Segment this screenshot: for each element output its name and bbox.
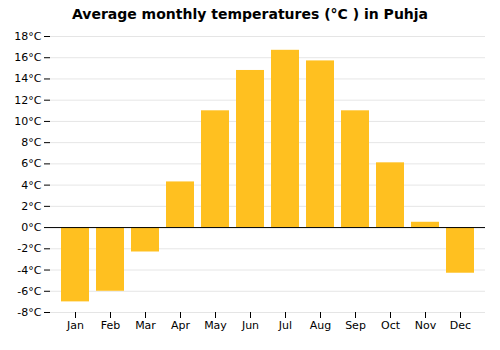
- html-text:Average monthly temperatures (: Average monthly temperatures (°C ) in Pu…: [71, 6, 429, 22]
- svg-text:Mar: Mar: [135, 319, 156, 332]
- svg-text:18°C: 18°C: [14, 30, 41, 43]
- svg-text:-4°C: -4°C: [17, 264, 41, 277]
- svg-text:Nov: Nov: [415, 319, 437, 332]
- svg-text:Sep: Sep: [345, 319, 366, 332]
- svg-text:Jun: Jun: [241, 319, 259, 332]
- svg-text:Oct: Oct: [381, 319, 401, 332]
- svg-text:10°C: 10°C: [14, 115, 41, 128]
- svg-text:Jan: Jan: [66, 319, 84, 332]
- svg-text:-8°C: -8°C: [17, 306, 41, 319]
- svg-text:14°C: 14°C: [14, 72, 41, 85]
- svg-text:Apr: Apr: [171, 319, 191, 332]
- svg-text:6°C: 6°C: [21, 157, 41, 170]
- svg-text:12°C: 12°C: [14, 94, 41, 107]
- svg-text:8°C: 8°C: [21, 136, 41, 149]
- svg-text:4°C: 4°C: [21, 179, 41, 192]
- svg-text:-2°C: -2°C: [17, 242, 41, 255]
- svg-text:0°C: 0°C: [21, 221, 41, 234]
- svg-text:2°C: 2°C: [21, 200, 41, 213]
- svg-text:Aug: Aug: [310, 319, 331, 332]
- svg-text:16°C: 16°C: [14, 51, 41, 64]
- svg-text:Dec: Dec: [450, 319, 471, 332]
- svg-text:Feb: Feb: [101, 319, 120, 332]
- svg-text:-6°C: -6°C: [17, 285, 41, 298]
- svg-text:Jul: Jul: [278, 319, 292, 332]
- svg-text:May: May: [204, 319, 227, 332]
